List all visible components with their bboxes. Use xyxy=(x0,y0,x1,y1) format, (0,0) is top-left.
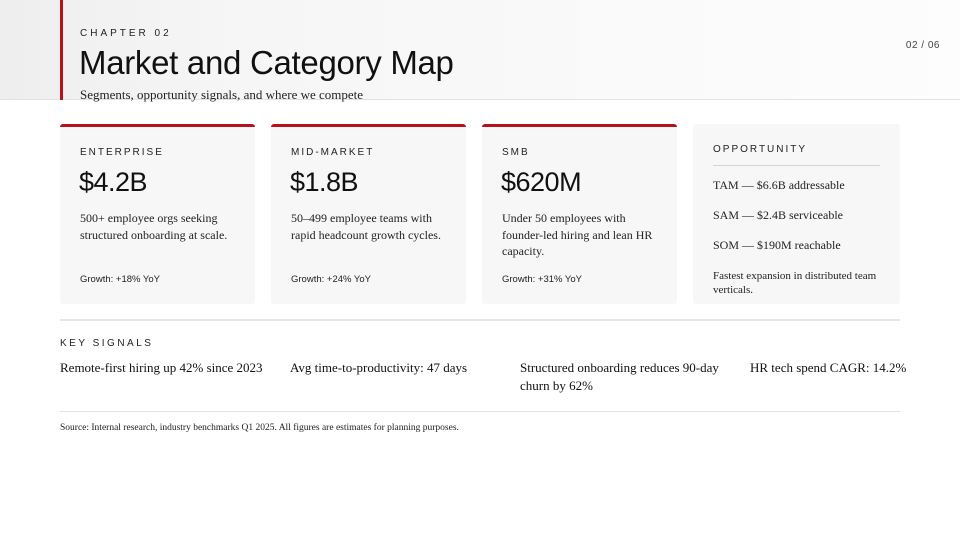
segment-label: SMB xyxy=(502,147,530,158)
key-signal-item: Remote-first hiring up 42% since 2023 xyxy=(60,360,263,375)
opportunity-metric-tam: TAM — $6.6B addressable xyxy=(713,178,845,192)
opportunity-note: Fastest expansion in distributed team ve… xyxy=(713,270,877,296)
segment-growth: Growth: +18% YoY xyxy=(80,274,161,285)
segment-label: ENTERPRISE xyxy=(80,147,164,158)
chapter-label: CHAPTER 02 xyxy=(80,28,172,39)
segment-value: $1.8B xyxy=(290,167,359,197)
segment-value: $620M xyxy=(501,167,582,197)
opportunity-metric-sam: SAM — $2.4B serviceable xyxy=(713,208,843,222)
segment-growth: Growth: +24% YoY xyxy=(291,274,372,285)
slide-header: CHAPTER 02 Market and Category Map Segme… xyxy=(0,0,960,102)
segment-description: 50–499 employee teams with rapid headcou… xyxy=(291,211,441,242)
page-number: 02 / 06 xyxy=(905,40,940,51)
section-divider xyxy=(60,319,900,321)
segment-description: 500+ employee orgs seeking structured on… xyxy=(80,211,228,242)
segment-card-enterprise: ENTERPRISE $4.2B 500+ employee orgs seek… xyxy=(60,124,255,304)
page-subtitle: Segments, opportunity signals, and where… xyxy=(80,87,364,102)
segment-growth: Growth: +31% YoY xyxy=(502,274,583,285)
segment-value: $4.2B xyxy=(79,167,148,197)
key-signal-item: Structured onboarding reduces 90-day chu… xyxy=(520,360,719,393)
opportunity-metric-som: SOM — $190M reachable xyxy=(713,238,841,252)
source-note: Source: Internal research, industry benc… xyxy=(60,423,459,433)
key-signal-item: HR tech spend CAGR: 14.2% xyxy=(750,360,907,375)
segment-cards: ENTERPRISE $4.2B 500+ employee orgs seek… xyxy=(60,124,900,304)
header-accent-bar xyxy=(60,0,63,100)
footer-divider xyxy=(60,411,900,412)
opportunity-card: OPPORTUNITY TAM — $6.6B addressable SAM … xyxy=(693,124,900,304)
segment-label: MID-MARKET xyxy=(291,147,375,158)
key-signals-label: KEY SIGNALS xyxy=(60,338,154,349)
opportunity-label: OPPORTUNITY xyxy=(713,144,808,155)
segment-card-mid-market: MID-MARKET $1.8B 50–499 employee teams w… xyxy=(271,124,466,304)
segment-card-smb: SMB $620M Under 50 employees with founde… xyxy=(482,124,677,304)
page-title: Market and Category Map xyxy=(79,44,454,81)
key-signal-item: Avg time-to-productivity: 47 days xyxy=(290,360,468,375)
segment-description: Under 50 employees with founder-led hiri… xyxy=(502,211,653,258)
opportunity-divider xyxy=(713,165,880,166)
